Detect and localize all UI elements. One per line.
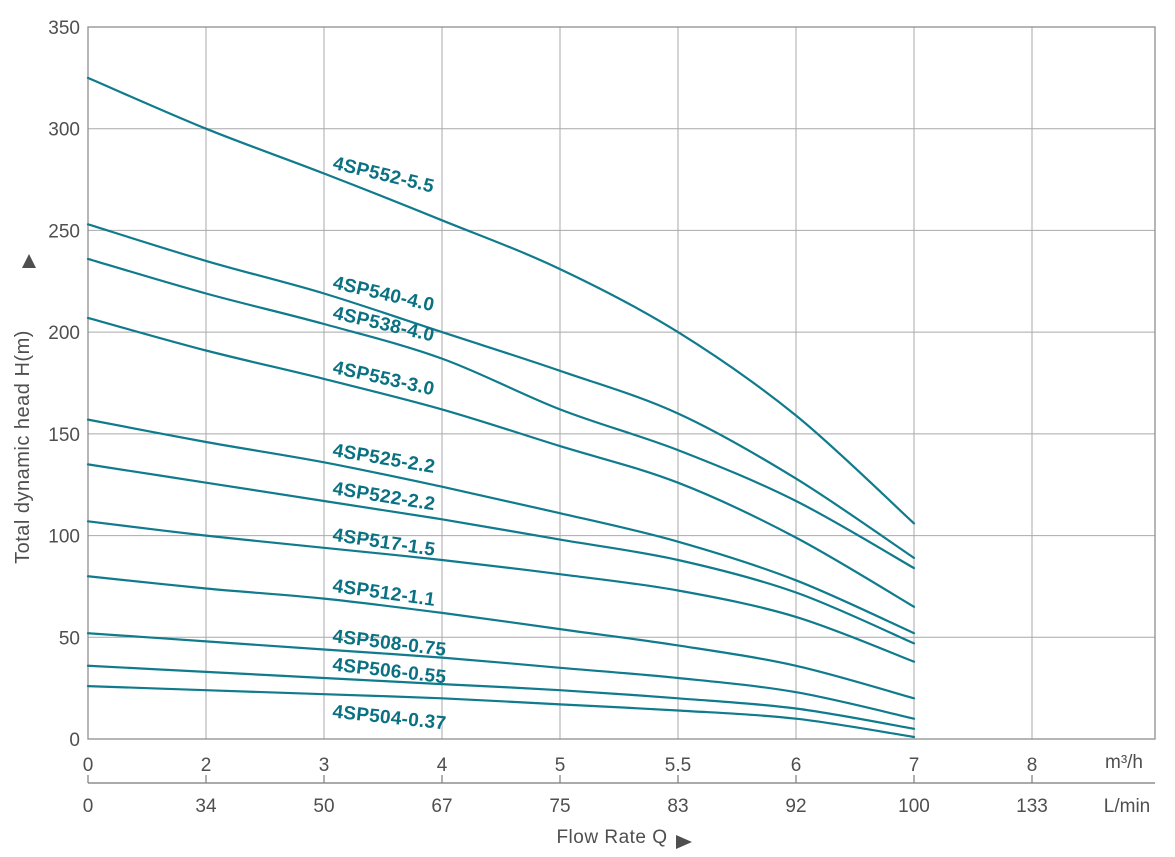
curve-label-4SP517-1.5: 4SP517-1.5 xyxy=(331,525,436,561)
y-tick-label: 350 xyxy=(48,18,80,39)
plot-border xyxy=(87,26,1156,740)
up-arrow-icon xyxy=(22,254,36,268)
x-axis-unit-m3h: m³/h xyxy=(1105,752,1143,773)
pump-curve-4SP512-1.1 xyxy=(86,575,916,700)
curve-label-4SP525-2.2: 4SP525-2.2 xyxy=(331,440,436,478)
y-tick-label: 250 xyxy=(48,221,80,242)
pump-curve-4SP525-2.2 xyxy=(86,418,916,635)
x-tick-label-lmin: 34 xyxy=(195,796,217,817)
pump-curve-4SP522-2.2 xyxy=(86,463,916,645)
curve-label-4SP552-5.5: 4SP552-5.5 xyxy=(331,153,437,198)
pump-curve-4SP538-4.0 xyxy=(86,257,916,570)
x-tick-label-m3h: 6 xyxy=(791,755,802,776)
pump-curves xyxy=(86,76,916,739)
x-axis-unit-lmin: L/min xyxy=(1104,796,1150,817)
x-tick-label-m3h: 2 xyxy=(201,755,212,776)
curve-label-4SP506-0.55: 4SP506-0.55 xyxy=(331,654,447,688)
y-tick-label: 50 xyxy=(59,628,80,649)
pump-curve-4SP508-0.75 xyxy=(86,632,916,720)
y-tick-label: 100 xyxy=(48,527,80,548)
secondary-axis-ticks xyxy=(87,775,1033,783)
y-tick-label: 150 xyxy=(48,425,80,446)
x-tick-label-m3h: 4 xyxy=(437,755,448,776)
pump-curve-4SP504-0.37 xyxy=(86,685,916,739)
y-tick-label: 300 xyxy=(48,120,80,141)
x-tick-label-lmin: 0 xyxy=(83,796,94,817)
pump-curve-4SP552-5.5 xyxy=(86,76,916,525)
x-tick-label-m3h: 0 xyxy=(83,755,94,776)
x-tick-label-m3h: 5.5 xyxy=(665,755,691,776)
x-tick-label-m3h: 3 xyxy=(319,755,330,776)
x-tick-label-lmin: 92 xyxy=(785,796,806,817)
x-tick-label-lmin: 50 xyxy=(313,796,334,817)
x-tick-label-lmin: 100 xyxy=(898,796,930,817)
x-tick-label-m3h: 5 xyxy=(555,755,566,776)
x-tick-label-lmin: 67 xyxy=(431,796,452,817)
x-tick-label-lmin: 83 xyxy=(667,796,688,817)
grid-lines xyxy=(88,27,1155,739)
x-tick-label-lmin: 133 xyxy=(1016,796,1048,817)
y-tick-label: 0 xyxy=(69,730,80,751)
curve-label-4SP504-0.37: 4SP504-0.37 xyxy=(331,702,447,735)
x-tick-label-lmin: 75 xyxy=(549,796,570,817)
pump-curve-4SP540-4.0 xyxy=(86,223,916,559)
pump-curve-4SP517-1.5 xyxy=(86,520,916,663)
y-tick-label: 200 xyxy=(48,323,80,344)
x-tick-label-m3h: 8 xyxy=(1027,755,1038,776)
pump-curve-4SP553-3.0 xyxy=(86,316,916,608)
x-axis-title: Flow Rate Q xyxy=(556,827,667,848)
x-tick-label-m3h: 7 xyxy=(909,755,920,776)
right-arrow-icon xyxy=(676,835,692,849)
pump-curve-4SP506-0.55 xyxy=(86,664,916,730)
curve-labels: 4SP552-5.54SP540-4.04SP538-4.04SP553-3.0… xyxy=(331,153,448,734)
y-axis-title: Total dynamic head H(m) xyxy=(12,330,34,564)
